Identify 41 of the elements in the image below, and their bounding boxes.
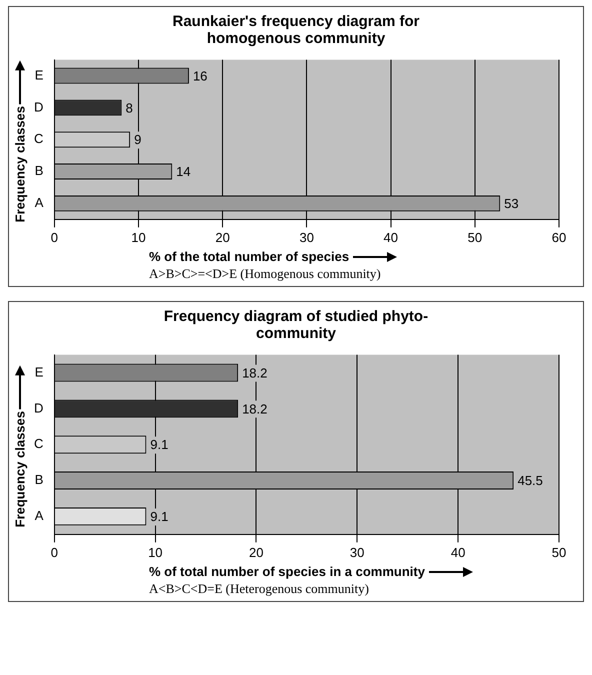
data-label: 45.5 xyxy=(518,473,543,488)
chart-title: Raunkaier's frequency diagram for homogenous community xyxy=(172,13,420,47)
y-tick-label: D xyxy=(34,99,44,114)
y-axis-title: Frequency classes xyxy=(12,106,28,222)
y-tick-label: C xyxy=(34,436,44,452)
chart-title: Frequency diagram of studied phyto-community xyxy=(162,308,430,342)
data-label: 8 xyxy=(126,100,133,116)
y-axis-title: Frequency classes xyxy=(12,410,28,528)
y-tick-label: A xyxy=(34,195,44,210)
y-tick-label: E xyxy=(34,364,44,380)
x-tick-label: 20 xyxy=(249,544,264,560)
x-tick-label: 50 xyxy=(468,230,482,245)
x-tick-label: 30 xyxy=(299,230,314,245)
data-label: 18.2 xyxy=(242,401,268,416)
x-tick-label: 60 xyxy=(552,230,566,245)
text: A<B>C<D=E (Heterogenous community) xyxy=(149,581,370,597)
x-tick-label: 0 xyxy=(50,230,58,245)
y-tick-label: B xyxy=(34,472,44,488)
x-tick-label: 10 xyxy=(148,544,163,560)
y-tick-label: B xyxy=(34,163,44,178)
data-label: 16 xyxy=(192,68,208,84)
x-tick-label: 30 xyxy=(350,544,364,560)
y-tick-label: E xyxy=(34,67,44,82)
text: A>B>C>=<D>E (Homogenous community) xyxy=(149,266,382,282)
data-label: 9 xyxy=(134,132,142,148)
x-tick-label: 0 xyxy=(50,544,58,560)
data-label: 9.1 xyxy=(150,437,168,452)
x-tick-label: 20 xyxy=(215,230,230,245)
x-tick-label: 50 xyxy=(552,544,566,560)
y-tick-label: D xyxy=(34,400,44,416)
data-label: 18.2 xyxy=(242,365,268,380)
x-tick-label: 40 xyxy=(450,544,466,560)
data-label: 9.1 xyxy=(150,509,168,524)
data-label: 53 xyxy=(504,196,519,212)
data-label: 14 xyxy=(176,164,191,180)
y-tick-label: A xyxy=(34,508,44,524)
x-axis-title: % of the total number of species xyxy=(149,249,350,264)
x-tick-label: 40 xyxy=(384,230,398,245)
y-tick-label: C xyxy=(34,131,44,146)
x-axis-title: % of total number of species in a community xyxy=(149,564,425,579)
x-tick-label: 10 xyxy=(131,230,146,245)
